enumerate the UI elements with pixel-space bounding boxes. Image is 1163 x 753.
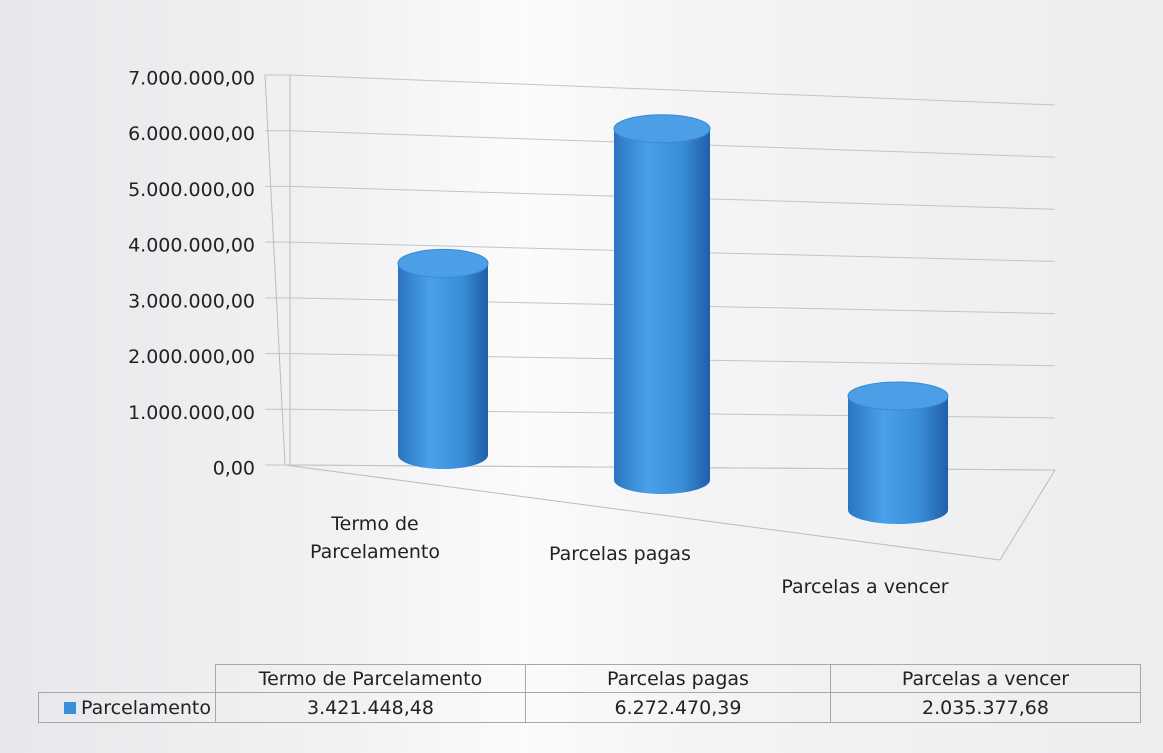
cylinder-body (614, 128, 710, 495)
y-tick-label: 1.000.000,00 (128, 402, 255, 424)
x-tick-label: Parcelas a vencer (781, 576, 949, 598)
x-tick-label: Termo de Parcelamento (309, 513, 440, 563)
table-header: Parcelas a vencer (830, 664, 1141, 693)
x-tick-label: Parcelas pagas (549, 543, 691, 565)
cylinder-body (848, 396, 948, 524)
y-tick-label: 6.000.000,00 (128, 123, 255, 145)
cylinder (847, 381, 949, 524)
cylinder-top (397, 248, 489, 278)
table-value: 2.035.377,68 (830, 692, 1141, 723)
cylinder-top (847, 381, 949, 411)
legend-cell: Parcelamento (38, 692, 216, 723)
cylinder (397, 248, 489, 469)
grid-line (289, 74, 1056, 106)
cylinder (613, 114, 711, 495)
y-tick-label: 4.000.000,00 (128, 235, 255, 257)
legend-swatch (63, 701, 76, 714)
legend-label: Parcelamento (80, 696, 211, 719)
y-tick-label: 3.000.000,00 (128, 290, 255, 312)
table-header: Parcelas pagas (525, 664, 831, 693)
cylinder-top (613, 114, 711, 144)
y-tick-label: 7.000.000,00 (128, 68, 255, 90)
left-wall (264, 74, 291, 466)
table-value: 3.421.448,48 (215, 692, 526, 723)
y-tick-label: 5.000.000,00 (128, 179, 255, 201)
cylinder-body (398, 263, 488, 469)
table-header: Termo de Parcelamento (215, 664, 526, 693)
table-value: 6.272.470,39 (525, 692, 831, 723)
y-tick-label: 2.000.000,00 (128, 346, 255, 368)
y-tick-label: 0,00 (213, 458, 255, 480)
